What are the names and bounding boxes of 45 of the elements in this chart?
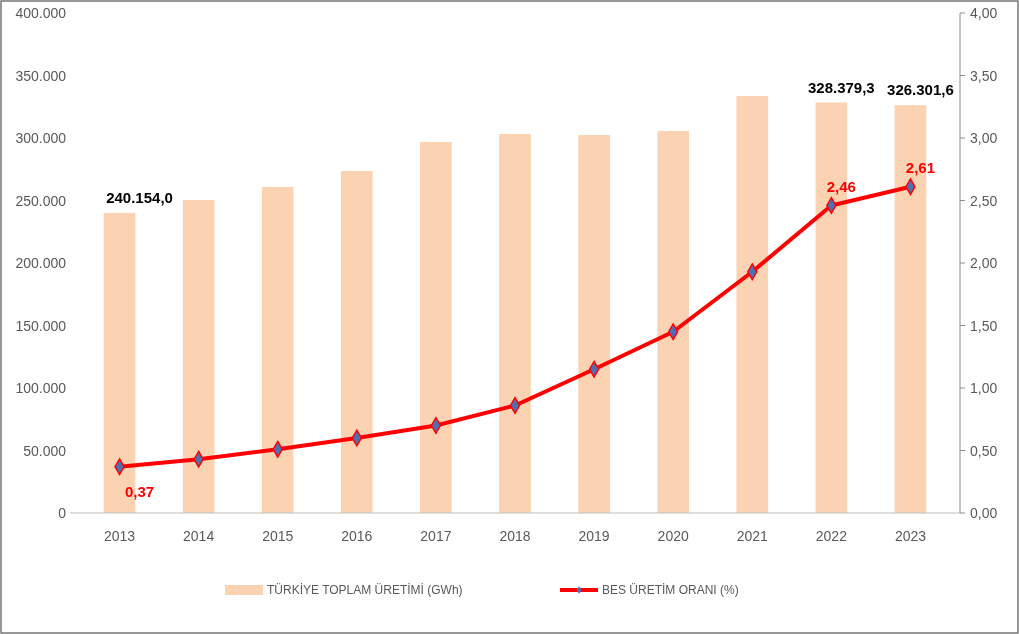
data-label: 2,46 [826,177,856,195]
y2-tick-label: 2,00 [970,255,998,271]
data-label: 240.154,0 [106,188,173,206]
bar [341,171,373,513]
data-label: 0,37 [124,482,155,500]
y2-tick-label: 1,50 [970,317,998,334]
x-tick-label: 2022 [815,528,848,544]
y2-tick-label: 3,50 [970,67,998,84]
y-tick-label: 250.000 [15,192,67,209]
bar [736,96,769,513]
legend-label: TÜRKİYE TOPLAM ÜRETİMİ (GWh) [267,583,463,597]
y-tick-label: 200.000 [15,255,67,271]
y2-tick-label: 4,00 [970,5,998,21]
bar [657,131,689,513]
x-tick-label: 2015 [262,528,294,544]
bar [261,187,294,513]
y-tick-label: 0 [58,505,67,521]
bar [578,135,610,513]
x-tick-label: 2013 [103,528,136,544]
bar [499,134,531,513]
data-label: 328.379,3 [808,78,875,96]
data-label: 326.301,6 [887,81,954,99]
x-tick-label: 2017 [420,528,452,544]
y-tick-label: 350.000 [15,67,67,84]
data-label: 2,61 [905,158,936,176]
y2-tick-label: 2,50 [970,192,998,209]
y-tick-label: 100.000 [15,380,67,396]
x-tick-label: 2016 [341,528,373,544]
y2-tick-label: 0,00 [970,505,998,521]
x-tick-label: 2019 [578,528,610,544]
x-tick-label: 2014 [183,528,215,544]
y2-tick-label: 3,00 [970,130,998,146]
bar [182,200,215,513]
y-tick-label: 50.000 [23,442,67,459]
legend-label: BES ÜRETİM ORANI (%) [602,583,739,597]
bar [420,142,452,513]
x-tick-label: 2023 [894,528,927,544]
x-tick-label: 2018 [499,528,531,544]
y2-tick-label: 0,50 [970,442,998,459]
y-tick-label: 150.000 [15,317,67,334]
x-tick-label: 2021 [736,528,769,544]
y-tick-label: 400.000 [15,5,67,21]
x-tick-label: 2020 [657,528,689,544]
y2-tick-label: 1,00 [970,380,998,396]
y-tick-label: 300.000 [15,130,67,146]
